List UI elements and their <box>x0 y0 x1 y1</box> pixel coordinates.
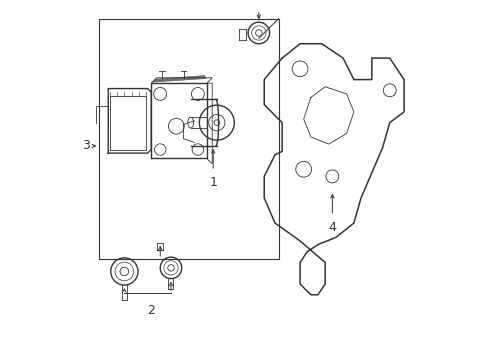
Text: 1: 1 <box>209 176 217 189</box>
Bar <box>99 19 278 259</box>
Text: 3: 3 <box>82 139 90 152</box>
Text: 2: 2 <box>147 304 155 317</box>
Text: 4: 4 <box>328 221 336 234</box>
